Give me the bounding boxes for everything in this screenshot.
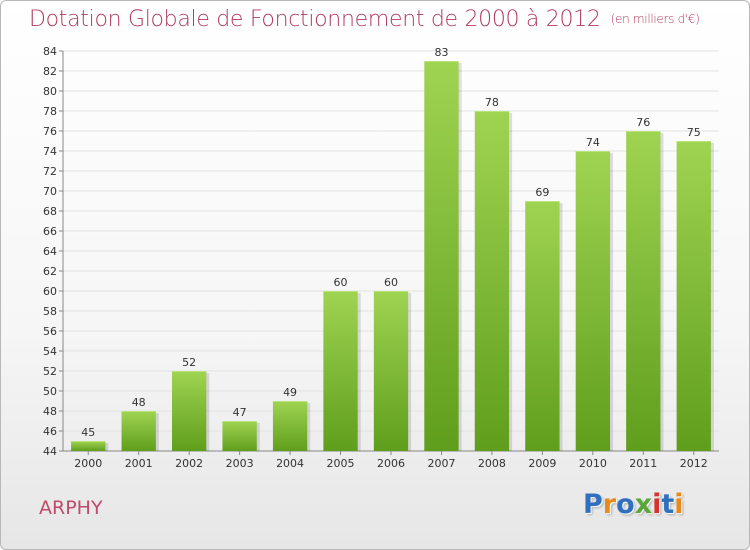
data-label: 60 — [334, 276, 348, 289]
data-label: 47 — [233, 406, 247, 419]
logo-letter: r — [602, 489, 617, 520]
chart-title: Dotation Globale de Fonctionnement de 20… — [29, 7, 700, 32]
x-tick-label: 2009 — [528, 457, 556, 470]
data-label: 52 — [182, 356, 196, 369]
x-tick-label: 2004 — [276, 457, 304, 470]
y-tick-label: 44 — [43, 445, 57, 458]
y-tick-label: 64 — [43, 245, 57, 258]
logo-letter: P — [583, 489, 603, 520]
y-tick-label: 48 — [43, 405, 57, 418]
bar — [676, 141, 711, 451]
x-tick-label: 2011 — [629, 457, 657, 470]
data-label: 75 — [687, 126, 701, 139]
bar — [171, 371, 207, 451]
chart-subtitle: (en milliers d'€) — [610, 12, 700, 26]
data-label: 69 — [535, 186, 549, 199]
bar — [373, 291, 409, 451]
data-label: 49 — [283, 386, 297, 399]
data-label: 78 — [485, 96, 499, 109]
data-label: 76 — [636, 116, 650, 129]
bar — [474, 111, 510, 451]
bar — [222, 421, 257, 451]
y-tick-label: 66 — [43, 225, 57, 238]
chart-title-text: Dotation Globale de Fonctionnement de 20… — [29, 7, 601, 32]
logo-letter: i — [652, 489, 662, 520]
data-label: 45 — [81, 426, 95, 439]
x-tick-label: 2002 — [175, 457, 203, 470]
x-tick-label: 2007 — [427, 457, 455, 470]
bar — [424, 61, 459, 451]
y-tick-label: 80 — [43, 85, 57, 98]
data-label: 48 — [132, 396, 146, 409]
y-tick-label: 82 — [43, 65, 57, 78]
y-tick-label: 84 — [43, 45, 57, 58]
commune-name: ARPHY — [39, 497, 103, 519]
x-tick-label: 2010 — [579, 457, 607, 470]
x-tick-label: 2000 — [74, 457, 102, 470]
data-label: 83 — [434, 46, 448, 59]
proxiti-logo: Proxiti — [583, 489, 684, 520]
data-label: 60 — [384, 276, 398, 289]
x-tick-label: 2008 — [478, 457, 506, 470]
y-tick-label: 50 — [43, 385, 57, 398]
x-tick-label: 2005 — [327, 457, 355, 470]
bar — [626, 131, 661, 451]
logo-letter: x — [634, 489, 653, 520]
y-tick-label: 68 — [43, 205, 57, 218]
x-tick-label: 2012 — [680, 457, 708, 470]
logo-letter: i — [674, 489, 684, 520]
bar — [71, 441, 106, 451]
bar — [121, 411, 156, 451]
y-tick-label: 78 — [43, 105, 57, 118]
y-tick-label: 58 — [43, 305, 57, 318]
bar — [323, 291, 358, 451]
y-tick-label: 56 — [43, 325, 57, 338]
x-tick-label: 2006 — [377, 457, 405, 470]
y-tick-label: 62 — [43, 265, 57, 278]
x-tick-label: 2003 — [226, 457, 254, 470]
y-tick-label: 46 — [43, 425, 57, 438]
y-tick-label: 76 — [43, 125, 57, 138]
y-tick-label: 54 — [43, 345, 57, 358]
bar — [575, 151, 611, 451]
y-tick-label: 72 — [43, 165, 57, 178]
y-tick-label: 60 — [43, 285, 57, 298]
logo-letter: t — [661, 489, 675, 520]
y-tick-label: 52 — [43, 365, 57, 378]
x-tick-label: 2001 — [125, 457, 153, 470]
data-label: 74 — [586, 136, 600, 149]
y-tick-label: 70 — [43, 185, 57, 198]
y-tick-label: 74 — [43, 145, 57, 158]
logo-letter: o — [616, 489, 635, 520]
bar — [525, 201, 560, 451]
bar — [272, 401, 308, 451]
